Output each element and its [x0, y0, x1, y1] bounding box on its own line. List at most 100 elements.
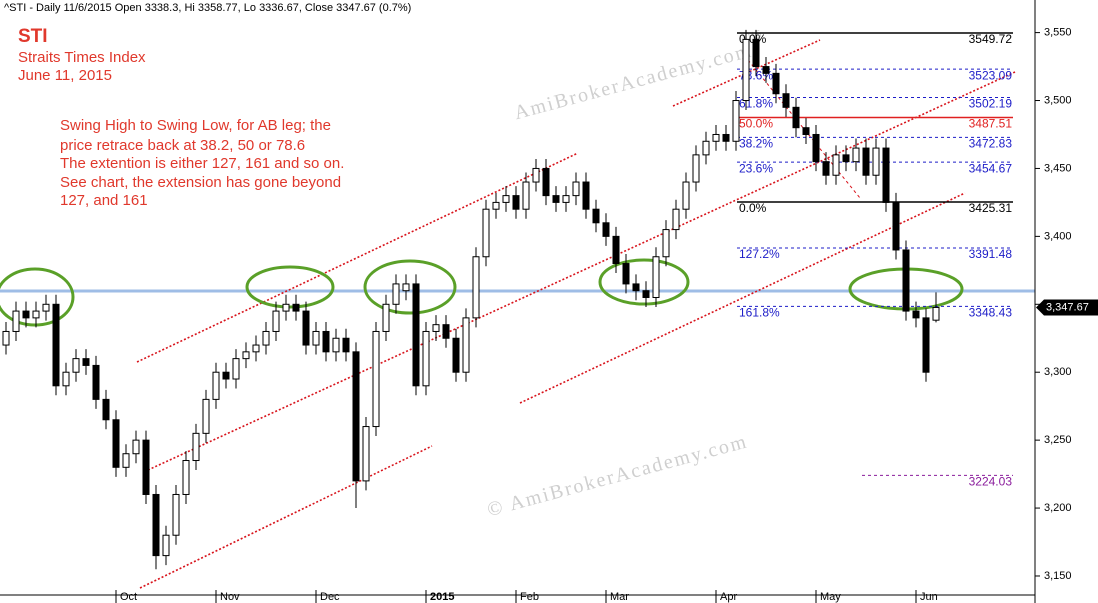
x-tick-label: Oct — [120, 591, 137, 603]
y-tick-label: 3,550 — [1044, 27, 1072, 39]
candle-body — [892, 201, 900, 251]
candle-body — [262, 330, 270, 346]
candle-body — [322, 330, 330, 353]
candle-body — [52, 303, 60, 387]
candle-body — [862, 147, 870, 176]
candle-body — [752, 38, 760, 68]
candle-body — [652, 256, 660, 299]
candle-body — [912, 310, 920, 319]
last-price-label: 3,347.67 — [1046, 301, 1089, 313]
fib-value: 3425.31 — [969, 201, 1013, 215]
candle-body — [682, 181, 690, 210]
candle-body — [712, 133, 720, 142]
candle-body — [2, 330, 10, 346]
candle-body — [622, 263, 630, 285]
candle-body — [472, 256, 480, 319]
candle-body — [132, 439, 140, 455]
candle-body — [552, 195, 560, 203]
candle-body — [232, 358, 240, 380]
ellipse — [598, 258, 690, 306]
candle-body — [812, 133, 820, 163]
fib-value: 3549.72 — [969, 32, 1013, 46]
candle-body — [872, 147, 880, 176]
candle-body — [632, 283, 640, 292]
fib-label: 23.6% — [739, 161, 773, 175]
candle-body — [32, 310, 40, 319]
candle-body — [62, 371, 70, 387]
fib-value: 3391.48 — [969, 247, 1013, 261]
candle-body — [252, 344, 260, 353]
candle-body — [782, 93, 790, 108]
candle-body — [272, 310, 280, 332]
candle-body — [362, 426, 370, 482]
fib-value: 3487.51 — [969, 117, 1013, 131]
fib-value: 3502.19 — [969, 97, 1013, 111]
annotation: See chart, the extension has gone beyond — [60, 174, 341, 191]
candle-body — [442, 324, 450, 339]
annotation: Swing High to Swing Low, for AB leg; the — [60, 117, 331, 134]
fib-label: 38.2% — [739, 137, 773, 151]
title: STI — [18, 26, 48, 47]
x-tick-label: Feb — [520, 591, 539, 603]
x-tick-label: Mar — [610, 591, 629, 603]
candle-body — [792, 106, 800, 129]
candle-body — [152, 493, 160, 557]
fib-label: 161.8% — [739, 306, 780, 320]
candle-body — [342, 337, 350, 353]
fib-value: 3472.83 — [969, 137, 1013, 151]
candle-body — [112, 419, 120, 468]
candle-body — [822, 161, 830, 176]
candle-body — [82, 358, 90, 366]
candle-body — [212, 371, 220, 400]
candle-body — [702, 140, 710, 156]
candle-body — [542, 167, 550, 197]
candle-body — [292, 303, 300, 312]
candle-body — [302, 310, 310, 346]
candle-body — [482, 208, 490, 258]
x-tick-label: 2015 — [430, 591, 454, 603]
candle-body — [102, 398, 110, 421]
y-tick-label: 3,250 — [1044, 434, 1072, 446]
candle-body — [282, 303, 290, 312]
last-price-tag — [1036, 299, 1098, 316]
candle-body — [852, 147, 860, 163]
x-tick-label: Nov — [220, 591, 240, 603]
candle-body — [92, 364, 100, 400]
candle-body — [332, 337, 340, 353]
candle-body — [772, 72, 780, 95]
candle-body — [572, 181, 580, 197]
candle-body — [382, 303, 390, 332]
candle-body — [452, 337, 460, 373]
candle-body — [182, 460, 190, 495]
candle-body — [502, 195, 510, 203]
x-tick-label: Jun — [920, 591, 938, 603]
candle-body — [462, 317, 470, 373]
candle-body — [692, 154, 700, 183]
candle-body — [352, 351, 360, 482]
candle-body — [802, 127, 810, 135]
candle-body — [662, 229, 670, 258]
channel-line — [147, 71, 1016, 471]
annotation: price retrace back at 38.2, 50 or 78.6 — [60, 137, 305, 154]
candle-body — [372, 330, 380, 428]
y-tick-label: 3,500 — [1044, 94, 1072, 106]
candle-body — [832, 154, 840, 176]
candle-body — [762, 66, 770, 74]
candle-body — [612, 235, 620, 265]
annotation: The extention is either 127, 161 and so … — [60, 155, 344, 172]
candle-body — [12, 310, 20, 332]
channel-line — [136, 152, 579, 363]
fib-value: 3348.43 — [969, 306, 1013, 320]
x-tick-label: May — [820, 591, 841, 603]
y-tick-label: 3,150 — [1044, 570, 1072, 582]
candle-body — [222, 371, 230, 380]
candle-body — [532, 167, 540, 183]
candle-body — [932, 306, 940, 321]
candle-body — [592, 208, 600, 224]
candle-body — [422, 330, 430, 387]
candle-body — [562, 195, 570, 203]
candle-body — [122, 453, 130, 468]
y-tick-label: 3,300 — [1044, 366, 1072, 378]
